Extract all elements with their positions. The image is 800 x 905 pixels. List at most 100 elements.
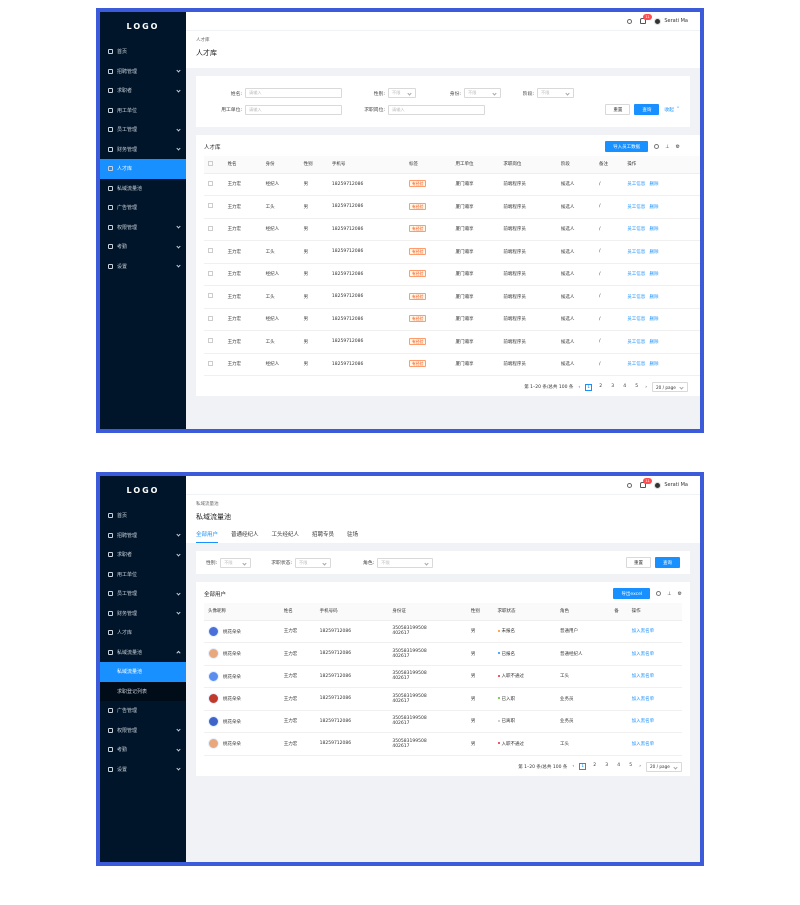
sidebar-item[interactable]: 求职登记列表	[100, 681, 186, 701]
sidebar-item[interactable]: 求职者	[100, 545, 186, 565]
select-cell[interactable]	[204, 218, 224, 241]
sidebar-item[interactable]: 招聘管理	[100, 62, 186, 82]
sidebar-item[interactable]: 私域流量池	[100, 662, 186, 682]
query-button[interactable]: 查询	[655, 557, 680, 568]
next-page-icon[interactable]: ›	[645, 384, 647, 390]
page-number[interactable]: 1	[585, 383, 593, 391]
bell-icon[interactable]: 11	[640, 478, 652, 488]
checkbox[interactable]	[208, 180, 213, 186]
reset-button[interactable]: 重置	[605, 104, 631, 115]
add-blacklist-link[interactable]: 加入黑名单	[631, 719, 655, 725]
sidebar-item[interactable]: 权限管理	[100, 218, 186, 238]
add-blacklist-link[interactable]: 加入黑名单	[631, 741, 655, 747]
sidebar-item[interactable]: 员工管理	[100, 584, 186, 604]
sidebar-item[interactable]: 首页	[100, 42, 186, 62]
delete-link[interactable]: 删除	[649, 204, 659, 210]
setting-icon[interactable]: ⚙	[677, 590, 682, 597]
checkbox[interactable]	[208, 225, 213, 231]
next-page-icon[interactable]: ›	[639, 764, 641, 769]
user-menu[interactable]: Serati Ma	[654, 481, 688, 489]
sidebar-item[interactable]: 设置	[100, 257, 186, 277]
sidebar-item[interactable]: 财务管理	[100, 140, 186, 160]
page-number[interactable]: 4	[623, 383, 627, 389]
sidebar-item[interactable]: 财务管理	[100, 604, 186, 624]
delete-link[interactable]: 删除	[649, 272, 659, 278]
collapse-link[interactable]: 收起	[664, 108, 674, 113]
role-select[interactable]: 不限	[377, 557, 434, 568]
import-button[interactable]: 导入员工数据	[605, 141, 649, 152]
status-select[interactable]: 不限	[295, 557, 332, 568]
sidebar-item[interactable]: 设置	[100, 760, 186, 780]
sidebar-item[interactable]: 人才库	[100, 159, 186, 179]
prev-page-icon[interactable]: ‹	[578, 384, 581, 390]
sidebar-item[interactable]: 权限管理	[100, 721, 186, 741]
sidebar-item[interactable]: 招聘管理	[100, 526, 186, 546]
checkbox[interactable]	[208, 315, 213, 321]
page-number[interactable]: 5	[629, 763, 633, 768]
page-number[interactable]: 3	[611, 383, 615, 389]
employee-info-link[interactable]: 员工信息	[627, 249, 646, 255]
delete-link[interactable]: 删除	[649, 249, 659, 255]
sidebar-item[interactable]: 私域流量池	[100, 179, 186, 199]
sidebar-item[interactable]: 首页	[100, 506, 186, 526]
checkbox[interactable]	[208, 160, 213, 166]
sidebar-item[interactable]: 用工单位	[100, 101, 186, 121]
add-blacklist-link[interactable]: 加入黑名单	[631, 651, 655, 657]
checkbox[interactable]	[208, 203, 213, 209]
sidebar-item[interactable]: 广告管理	[100, 701, 186, 721]
sidebar-item[interactable]: 用工单位	[100, 565, 186, 585]
search-icon[interactable]	[627, 482, 633, 488]
employee-info-link[interactable]: 员工信息	[627, 362, 646, 368]
select-cell[interactable]	[204, 353, 224, 376]
employee-info-link[interactable]: 员工信息	[627, 294, 646, 300]
sidebar-item[interactable]: 私域流量池	[100, 643, 186, 663]
delete-link[interactable]: 删除	[649, 317, 659, 323]
delete-link[interactable]: 删除	[649, 182, 659, 188]
delete-link[interactable]: 删除	[649, 294, 659, 300]
refresh-icon[interactable]	[656, 591, 662, 596]
select-cell[interactable]	[204, 240, 224, 264]
delete-link[interactable]: 删除	[649, 227, 659, 233]
employee-info-link[interactable]: 员工信息	[627, 272, 646, 278]
employee-info-link[interactable]: 员工信息	[627, 182, 646, 188]
employee-info-link[interactable]: 员工信息	[627, 204, 646, 210]
sidebar-item[interactable]: 考勤	[100, 237, 186, 257]
page-number[interactable]: 1	[579, 763, 587, 770]
page-number[interactable]: 2	[599, 383, 603, 389]
page-size-select[interactable]: 20 / page	[646, 761, 682, 772]
select-cell[interactable]	[204, 330, 224, 354]
select-all-cell[interactable]	[204, 156, 224, 174]
sidebar-item[interactable]: 求职者	[100, 81, 186, 101]
reset-button[interactable]: 重置	[626, 557, 651, 568]
employer-input[interactable]: 请输入	[245, 104, 342, 115]
employee-info-link[interactable]: 员工信息	[627, 227, 646, 233]
gender-select[interactable]: 不限	[388, 88, 416, 98]
export-button[interactable]: 导出excel	[613, 588, 651, 599]
add-blacklist-link[interactable]: 加入黑名单	[631, 674, 655, 680]
page-number[interactable]: 3	[605, 763, 609, 768]
user-menu[interactable]: Serati Ma	[654, 17, 688, 25]
tab[interactable]: 驻场	[347, 532, 359, 538]
page-number[interactable]: 5	[635, 383, 639, 389]
column-height-icon[interactable]: ⊥	[665, 143, 670, 150]
page-number[interactable]: 4	[617, 763, 621, 768]
search-icon[interactable]	[627, 18, 633, 24]
select-cell[interactable]	[204, 308, 224, 331]
bell-icon[interactable]: 11	[640, 14, 652, 24]
employee-info-link[interactable]: 员工信息	[627, 317, 646, 323]
delete-link[interactable]: 删除	[649, 339, 659, 345]
prev-page-icon[interactable]: ‹	[572, 764, 575, 769]
sidebar-item[interactable]: 广告管理	[100, 198, 186, 218]
gender-select[interactable]: 不限	[220, 557, 252, 568]
identity-select[interactable]: 不限	[464, 88, 501, 98]
page-number[interactable]: 2	[593, 763, 597, 768]
checkbox[interactable]	[208, 248, 213, 254]
tab[interactable]: 招聘专员	[312, 532, 335, 538]
sidebar-item[interactable]: 人才库	[100, 623, 186, 643]
checkbox[interactable]	[208, 270, 213, 276]
refresh-icon[interactable]	[654, 144, 660, 149]
page-size-select[interactable]: 20 / page	[652, 382, 688, 392]
select-cell[interactable]	[204, 285, 224, 309]
delete-link[interactable]: 删除	[649, 362, 659, 368]
tab[interactable]: 全部用户	[196, 530, 219, 543]
